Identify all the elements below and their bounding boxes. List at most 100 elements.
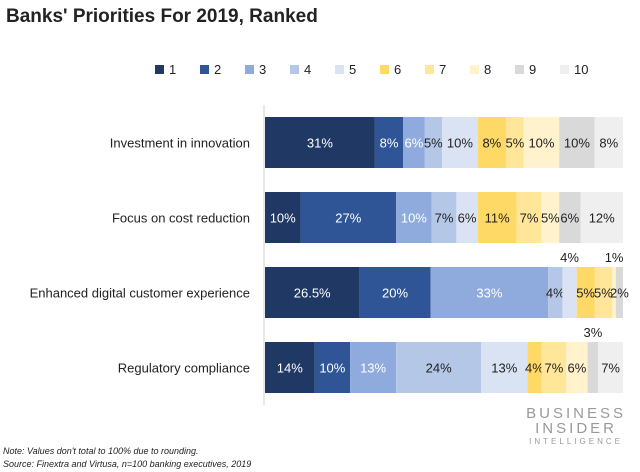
data-label: 5% [576,286,595,301]
bar-segment [594,117,623,168]
data-label: 10% [447,136,473,151]
data-label: 7% [435,211,454,226]
bar-segment [587,342,599,393]
data-label: 7% [520,211,539,226]
legend-swatch [335,65,344,74]
legend-swatch [290,65,299,74]
legend-item: 7 [425,62,470,77]
data-label: 5% [594,286,613,301]
bar-segment [576,267,595,318]
bar-segment [481,342,528,393]
data-label: 14% [277,361,303,376]
stacked-bar-chart: Investment in innovation 31% 8% 6% 5% 10% 8% 5%… [30,105,629,405]
bar-segment [527,342,542,393]
legend-swatch [515,65,524,74]
data-label: 5% [424,136,443,151]
data-label: 26.5% [294,286,331,301]
data-label: 13% [360,361,386,376]
data-label: 10% [319,361,345,376]
bar-segment [559,192,581,243]
bar-segment [265,267,360,318]
data-label: 7% [544,361,563,376]
chart-title: Banks' Priorities For 2019, Ranked [6,6,318,27]
bar-segment [442,117,478,168]
bar-segment [598,342,623,393]
data-label: 27% [335,211,361,226]
legend-label: 9 [529,62,537,77]
bar-segment [456,192,478,243]
bar-segment [523,117,560,168]
legend-item: 9 [515,62,560,77]
data-label: 6% [404,136,423,151]
bar-segment [403,117,425,168]
bar-segment [359,267,431,318]
data-label: 5% [505,136,524,151]
data-label: 10% [528,136,554,151]
category-label: Regulatory compliance [118,361,250,376]
data-label: 6% [568,361,587,376]
data-label: 3% [583,325,602,340]
data-label: 24% [426,361,452,376]
legend-item: 1 [155,62,200,77]
data-label: 33% [476,286,502,301]
bar-segment [430,267,549,318]
bar-segment [562,267,577,318]
legend-item: 10 [560,62,605,77]
data-label: 11% [485,211,510,226]
data-label: 6% [458,211,477,226]
data-label: 10% [401,211,427,226]
category-label: Enhanced digital customer experience [30,286,250,301]
legend-swatch [380,65,389,74]
data-label: 7% [601,361,620,376]
business-insider-logo: BUSINESS INSIDER INTELLIGENCE [526,406,626,447]
bar-segment [396,192,432,243]
legend-label: 3 [259,62,267,77]
data-label: 20% [382,286,408,301]
bar-segment [541,192,560,243]
legend-swatch [155,65,164,74]
legend-item: 5 [335,62,380,77]
bar-segment [559,117,595,168]
bar-segment [615,267,623,318]
legend-swatch [560,65,569,74]
bar-segment [424,117,443,168]
data-label: 31% [307,136,333,151]
bar-segment [350,342,397,393]
bar-segment [431,192,457,243]
legend-swatch [470,65,479,74]
bar-segment [374,117,404,168]
logo-line: INTELLIGENCE [529,437,623,446]
legend-swatch [425,65,434,74]
bar-segment [612,267,616,318]
data-label: 5% [541,211,560,226]
data-label: 1% [605,250,624,265]
legend: 1 2 3 4 5 6 7 8 9 10 [155,62,605,77]
bar-segment [314,342,351,393]
logo-line: INSIDER [535,420,617,437]
data-label: 6% [560,211,579,226]
data-label: 10% [270,211,296,226]
data-label: 8% [380,136,399,151]
data-label: 13% [491,361,517,376]
bar-segment [580,192,623,243]
legend-label: 5 [349,62,357,77]
bar-segment [506,117,524,168]
data-label: 4% [546,286,565,301]
legend-label: 4 [304,62,312,77]
bar-segment [566,342,588,393]
legend-item: 8 [470,62,515,77]
legend-label: 1 [169,62,177,77]
legend-label: 6 [394,62,402,77]
legend-swatch [245,65,254,74]
legend-item: 4 [290,62,335,77]
bar-segment [594,267,613,318]
bar-segment [265,342,315,393]
legend-item: 6 [380,62,425,77]
legend-label: 7 [439,62,447,77]
bar-segment [541,342,567,393]
bar-segment [265,117,375,168]
bar-segment [300,192,397,243]
bar-segment [396,342,482,393]
logo-line: BUSINESS [526,405,626,422]
bar-segment [548,267,563,318]
